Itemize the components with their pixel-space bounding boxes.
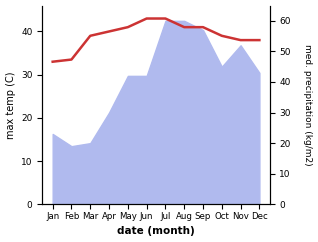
- X-axis label: date (month): date (month): [117, 227, 195, 236]
- Y-axis label: med. precipitation (kg/m2): med. precipitation (kg/m2): [303, 44, 313, 166]
- Y-axis label: max temp (C): max temp (C): [5, 71, 16, 139]
